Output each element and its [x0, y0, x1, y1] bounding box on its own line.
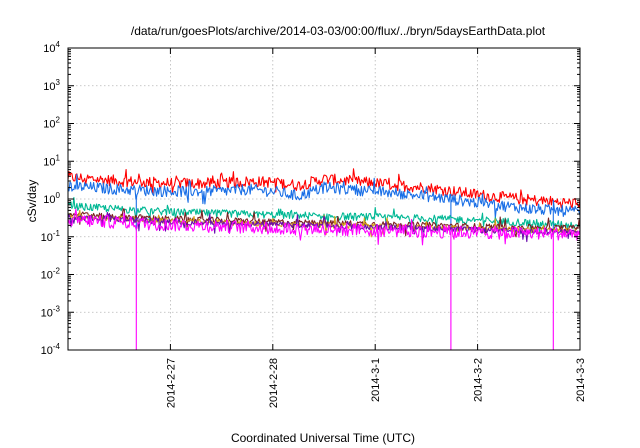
grid-lines: [68, 48, 580, 350]
chart-title: /data/run/goesPlots/archive/2014-03-03/0…: [131, 24, 546, 38]
x-tick-label: 2014-2-27: [165, 358, 177, 408]
axis-ticks: [68, 47, 581, 351]
y-tick-label: 10-1: [41, 229, 61, 244]
series-layer: [67, 168, 581, 351]
series-line: [67, 168, 581, 209]
x-tick-label: 2014-3-3: [575, 358, 587, 402]
y-tick-label: 101: [43, 153, 60, 168]
y-tick-label: 10-4: [41, 342, 61, 357]
series-line: [67, 173, 581, 235]
x-tick-label: 2014-3-1: [370, 358, 382, 402]
x-axis-label: Coordinated Universal Time (UTC): [231, 431, 415, 445]
x-tick-label: 2014-3-2: [473, 358, 485, 402]
y-tick-label: 10-2: [41, 267, 61, 282]
y-tick-label: 104: [43, 40, 60, 55]
y-tick-label: 102: [43, 116, 60, 131]
y-axis-label: cSv/day: [25, 180, 39, 223]
tick-labels: 10-4 10-3 10-2 10-1 100 101 102 103 104 2014-2-27…: [41, 40, 587, 408]
series-line: [67, 211, 581, 243]
series-line: [67, 208, 581, 351]
x-tick-label: 2014-2-28: [268, 358, 280, 408]
y-tick-label: 100: [43, 191, 60, 206]
y-tick-label: 103: [43, 78, 60, 93]
y-tick-label: 10-3: [41, 304, 61, 319]
